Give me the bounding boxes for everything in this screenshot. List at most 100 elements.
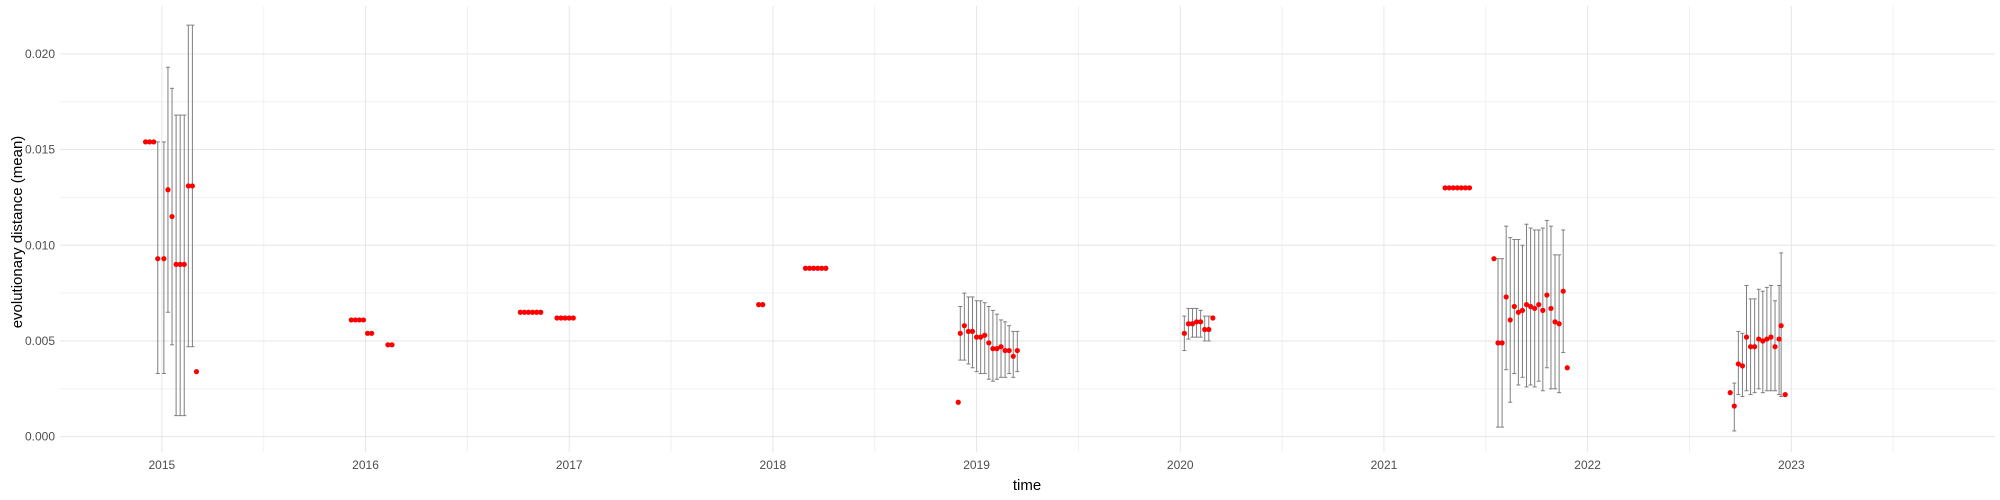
data-point <box>961 323 967 329</box>
data-point <box>348 317 354 323</box>
data-point <box>185 183 191 189</box>
data-point <box>1189 321 1196 327</box>
data-point <box>1002 347 1008 354</box>
data-point <box>1202 326 1208 333</box>
data-point <box>1552 319 1558 325</box>
data-point <box>1185 321 1192 327</box>
data-point <box>1507 317 1513 323</box>
error-bar <box>982 302 987 375</box>
data-point <box>760 302 766 308</box>
data-point <box>1528 303 1534 310</box>
data-point <box>1454 185 1460 191</box>
data-point <box>142 139 149 145</box>
data-point <box>385 342 391 348</box>
data-point <box>1743 334 1750 340</box>
data-point <box>1446 185 1452 191</box>
data-point <box>1462 185 1469 191</box>
data-point <box>1466 185 1473 191</box>
data-point <box>356 317 363 323</box>
data-point <box>389 342 395 348</box>
data-point <box>155 256 161 262</box>
data-point <box>1511 303 1517 310</box>
data-point <box>806 265 813 271</box>
data-point <box>990 346 996 352</box>
x-tick-label: 2016 <box>352 458 379 472</box>
data-point <box>1442 185 1448 191</box>
data-point <box>1768 334 1774 340</box>
data-point <box>538 309 544 315</box>
data-point <box>1778 323 1784 329</box>
data-point <box>566 315 572 321</box>
data-point <box>1532 305 1538 312</box>
y-axis-title: evolutionary distance (mean) <box>9 136 26 329</box>
data-point <box>1556 321 1562 327</box>
data-point <box>1752 344 1758 350</box>
x-tick-label: 2017 <box>556 458 583 472</box>
data-point <box>1544 292 1550 298</box>
data-point <box>1495 340 1501 346</box>
data-point <box>1181 330 1187 336</box>
x-tick-label: 2018 <box>760 458 787 472</box>
data-point <box>562 315 568 321</box>
data-point <box>1560 288 1566 294</box>
data-point <box>147 139 153 145</box>
data-point <box>1760 338 1766 344</box>
data-point <box>352 317 358 323</box>
data-point <box>819 265 825 271</box>
data-point <box>969 328 976 335</box>
data-point <box>1458 185 1464 191</box>
data-point <box>1536 302 1542 308</box>
data-point <box>364 330 371 336</box>
data-point <box>1503 294 1509 300</box>
data-point <box>558 315 564 321</box>
data-point <box>369 330 375 336</box>
data-points <box>142 139 1788 409</box>
data-point <box>534 309 540 315</box>
data-point <box>823 265 829 271</box>
data-point <box>1739 363 1746 369</box>
x-tick-label: 2020 <box>1167 458 1194 472</box>
data-point <box>360 317 367 323</box>
data-point <box>998 344 1004 350</box>
data-point <box>173 261 179 268</box>
data-point <box>1782 391 1788 398</box>
x-tick-label: 2021 <box>1371 458 1398 472</box>
y-tick-label: 0.010 <box>25 238 55 252</box>
x-axis-title: time <box>1013 477 1041 494</box>
data-point <box>1731 403 1737 409</box>
data-point <box>1564 365 1570 371</box>
x-axis-ticks: 2015 2016 2017 2018 2019 2020 2021 2022 2023 <box>148 458 1804 472</box>
data-point <box>1515 309 1521 315</box>
data-point <box>1210 315 1216 321</box>
grid-lines <box>60 6 1995 452</box>
data-point <box>811 265 817 271</box>
x-tick-label: 2022 <box>1574 458 1601 472</box>
y-tick-label: 0.015 <box>25 143 55 157</box>
data-point <box>1772 344 1778 350</box>
data-point <box>181 261 187 268</box>
x-tick-label: 2015 <box>148 458 175 472</box>
data-point <box>1747 344 1754 350</box>
data-point <box>1764 336 1770 342</box>
data-point <box>965 328 972 335</box>
data-point <box>525 309 532 315</box>
data-point <box>802 265 809 271</box>
data-point <box>756 302 762 308</box>
data-point <box>1776 336 1782 342</box>
data-point <box>973 334 980 340</box>
data-point <box>554 315 560 321</box>
data-point <box>1198 319 1204 325</box>
data-point <box>1540 307 1546 313</box>
data-point <box>521 309 528 315</box>
data-point <box>1491 256 1497 262</box>
data-point <box>517 309 523 315</box>
data-point <box>151 139 157 145</box>
error-bars <box>155 24 1784 432</box>
x-tick-label: 2023 <box>1778 458 1805 472</box>
data-point <box>994 346 1000 352</box>
data-point <box>982 332 988 338</box>
y-tick-label: 0.000 <box>25 430 55 444</box>
data-point <box>1006 347 1012 354</box>
data-point <box>955 399 961 405</box>
data-point <box>1450 185 1456 191</box>
